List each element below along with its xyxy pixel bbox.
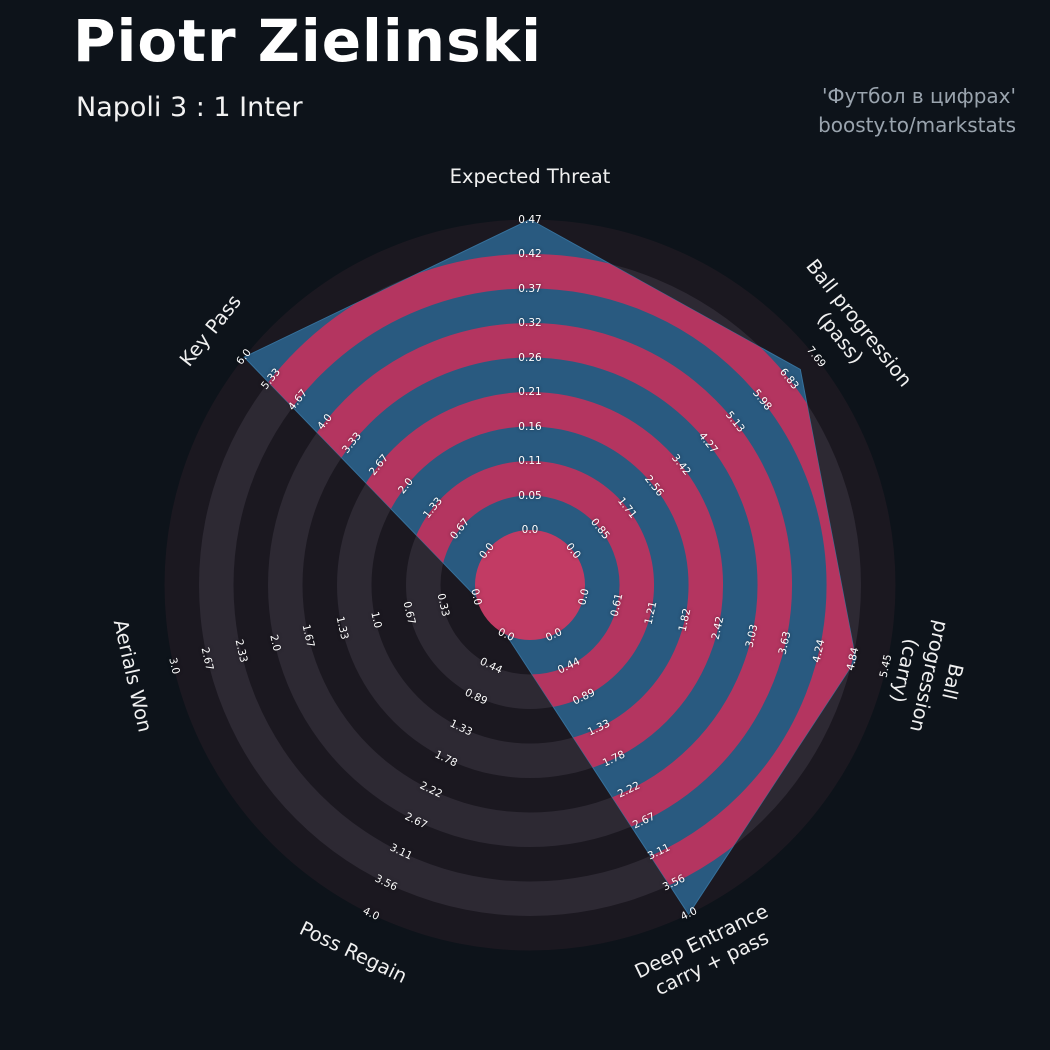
credit-channel: 'Футбол в цифрах' <box>821 84 1016 108</box>
credits: 'Футбол в цифрах' boosty.to/markstats <box>818 82 1016 140</box>
radar-center-disc <box>475 530 585 640</box>
credit-link: boosty.to/markstats <box>818 113 1016 137</box>
match-score: Napoli 3 : 1 Inter <box>76 92 303 123</box>
page-title: Piotr Zielinski <box>73 7 543 75</box>
